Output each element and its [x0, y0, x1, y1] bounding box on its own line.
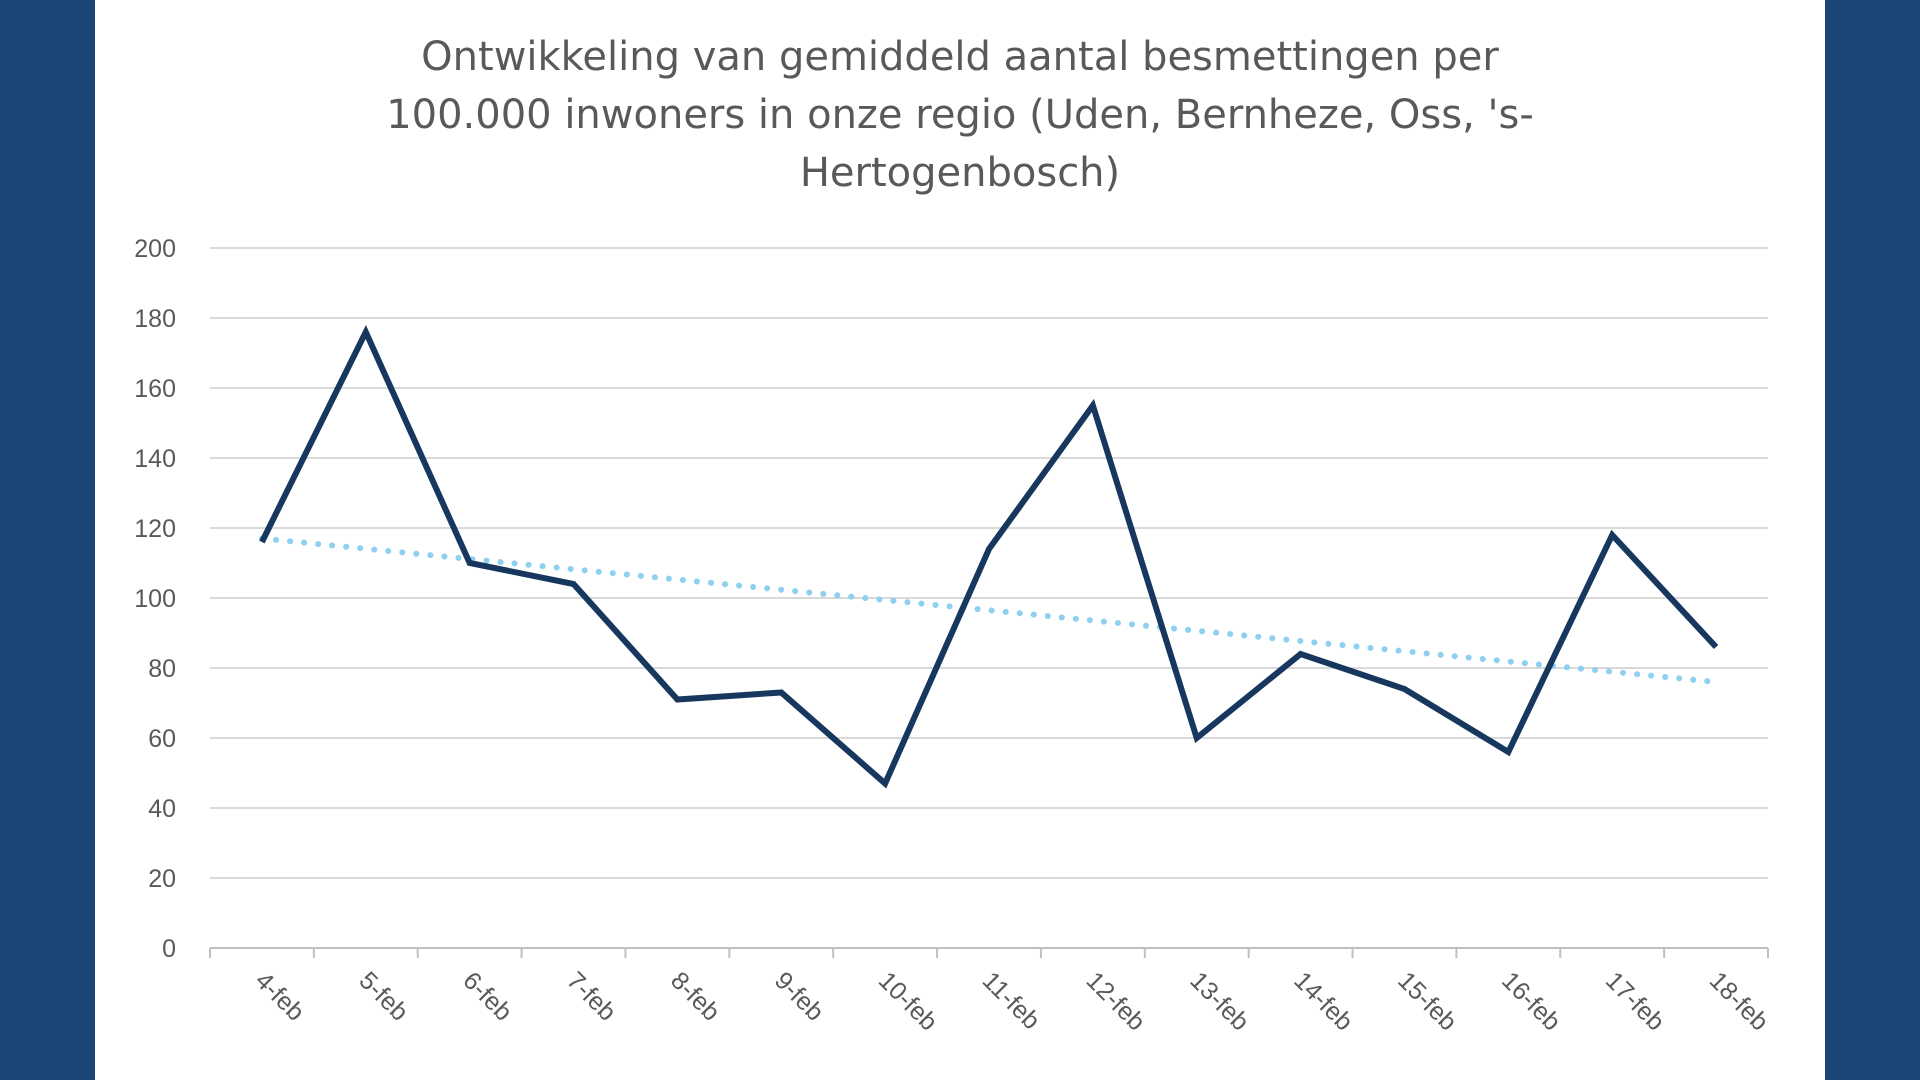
- x-tick-label: 11-feb: [977, 966, 1046, 1035]
- chart-title-line-2: 100.000 inwoners in onze regio (Uden, Be…: [386, 92, 1534, 138]
- y-tick-label: 180: [134, 305, 176, 333]
- gridlines: [210, 247, 1768, 879]
- y-tick-label: 0: [162, 935, 176, 963]
- x-tick-label: 6-feb: [457, 966, 517, 1026]
- x-tick-label: 9-feb: [769, 966, 829, 1026]
- y-tick-label: 100: [134, 585, 176, 613]
- x-tick-labels: 4-feb 5-feb 6-feb 7-feb 8-feb 9-feb 10-feb 11-f…: [250, 966, 1774, 1036]
- axes: [209, 947, 1769, 958]
- x-tick-label: 10-feb: [873, 966, 943, 1036]
- y-tick-label: 40: [148, 795, 176, 823]
- x-tick-label: 17-feb: [1600, 966, 1670, 1036]
- x-tick-label: 4-feb: [250, 966, 310, 1026]
- y-tick-label: 120: [134, 515, 176, 543]
- x-tick-label: 12-feb: [1081, 966, 1151, 1036]
- x-tick-label: 13-feb: [1184, 966, 1254, 1036]
- series-line: [259, 324, 1719, 789]
- trendline: [258, 535, 1720, 685]
- y-tick-label: 60: [148, 725, 176, 753]
- chart-title: Ontwikkeling van gemiddeld aantal besmet…: [260, 28, 1660, 202]
- x-tick-label: 5-feb: [354, 966, 414, 1026]
- x-tick-label: 15-feb: [1392, 966, 1462, 1036]
- y-tick-label: 80: [148, 655, 176, 683]
- x-tick-label: 18-feb: [1704, 966, 1774, 1036]
- chart-title-line-3: Hertogenbosch): [799, 150, 1121, 196]
- y-tick-label: 140: [134, 445, 176, 473]
- y-tick-label: 200: [134, 235, 176, 263]
- chart-panel: [95, 0, 1825, 1080]
- x-tick-label: 14-feb: [1288, 966, 1358, 1036]
- y-tick-labels: 0 20 40 60 80 100 120 140 160 180 200: [134, 235, 176, 963]
- trendline-group: [258, 535, 1720, 685]
- chart-title-line-1: Ontwikkeling van gemiddeld aantal besmet…: [421, 34, 1499, 80]
- y-tick-label: 160: [134, 375, 176, 403]
- x-tick-label: 7-feb: [561, 966, 621, 1026]
- x-tick-label: 16-feb: [1496, 966, 1566, 1036]
- y-tick-label: 20: [148, 865, 176, 893]
- series-group: [259, 324, 1719, 789]
- x-tick-label: 8-feb: [665, 966, 725, 1026]
